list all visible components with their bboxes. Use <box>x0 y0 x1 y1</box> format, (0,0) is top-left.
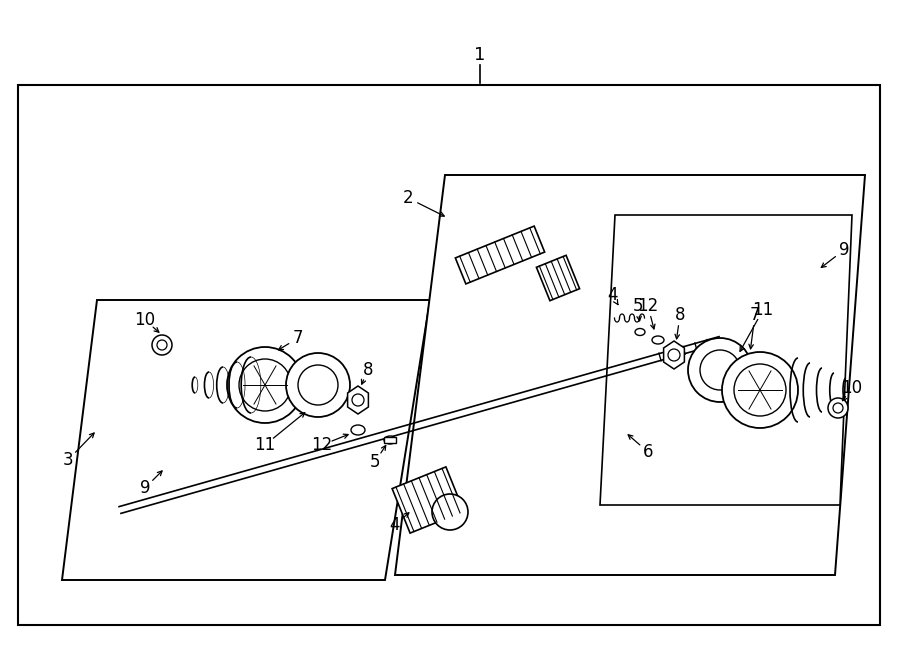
Text: 5: 5 <box>633 297 643 315</box>
Polygon shape <box>62 300 430 580</box>
Text: 12: 12 <box>311 436 333 454</box>
Circle shape <box>152 335 172 355</box>
Circle shape <box>833 403 843 413</box>
Circle shape <box>239 359 291 411</box>
Ellipse shape <box>351 425 365 435</box>
Ellipse shape <box>384 436 396 444</box>
Text: 11: 11 <box>752 301 774 319</box>
Text: 7: 7 <box>750 306 760 324</box>
Text: 7: 7 <box>292 329 303 347</box>
Circle shape <box>352 394 364 406</box>
Circle shape <box>227 347 303 423</box>
Circle shape <box>298 365 338 405</box>
Text: 9: 9 <box>839 241 850 259</box>
Text: 10: 10 <box>842 379 862 397</box>
Polygon shape <box>536 255 580 301</box>
Polygon shape <box>392 467 464 533</box>
Bar <box>384 437 396 443</box>
Text: 8: 8 <box>675 306 685 324</box>
Ellipse shape <box>652 336 664 344</box>
Text: 2: 2 <box>402 189 413 207</box>
Polygon shape <box>600 215 852 505</box>
Text: 5: 5 <box>370 453 380 471</box>
Text: 1: 1 <box>474 46 486 64</box>
Polygon shape <box>347 386 368 414</box>
Polygon shape <box>663 341 684 369</box>
Polygon shape <box>395 175 865 575</box>
Text: 9: 9 <box>140 479 150 497</box>
Text: 6: 6 <box>643 443 653 461</box>
Polygon shape <box>455 226 544 284</box>
Text: 8: 8 <box>363 361 374 379</box>
Circle shape <box>828 398 848 418</box>
Circle shape <box>432 494 468 530</box>
Circle shape <box>700 350 740 390</box>
Ellipse shape <box>635 329 645 336</box>
Text: 12: 12 <box>637 297 659 315</box>
Circle shape <box>734 364 786 416</box>
Circle shape <box>157 340 167 350</box>
Circle shape <box>668 349 680 361</box>
Text: 3: 3 <box>63 451 73 469</box>
Text: 11: 11 <box>255 436 275 454</box>
Text: 10: 10 <box>134 311 156 329</box>
Text: 4: 4 <box>607 286 617 304</box>
Text: 4: 4 <box>390 516 400 534</box>
Bar <box>18 85 880 625</box>
Circle shape <box>722 352 798 428</box>
Circle shape <box>688 338 752 402</box>
Circle shape <box>286 353 350 417</box>
